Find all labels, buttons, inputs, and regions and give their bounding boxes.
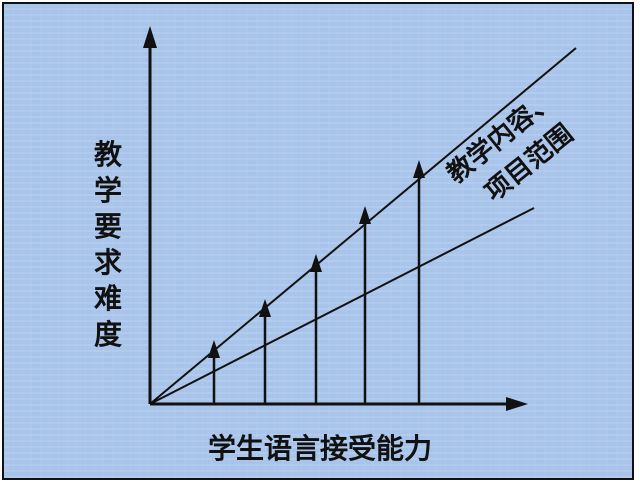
- vertical-arrow-4-head: [359, 206, 371, 224]
- vertical-arrow-2-head: [259, 299, 271, 317]
- upper-line-label-group: 教学内容、 项目范围: [441, 84, 579, 208]
- diagram-frame: 教学内容、 项目范围 教学要求难度 学生语言接受能力: [2, 2, 634, 480]
- y-axis-label-char: 学: [94, 174, 122, 207]
- y-axis-label-char: 求: [94, 246, 122, 279]
- x-axis-label: 学生语言接受能力: [208, 432, 432, 465]
- upper-diagonal-line: [149, 47, 577, 405]
- vertical-arrow-1-head: [208, 340, 220, 358]
- y-axis-label-char: 难: [93, 282, 122, 315]
- vertical-arrows: [208, 160, 425, 404]
- y-axis-label-char: 度: [94, 318, 122, 351]
- y-axis-label-char: 教: [94, 138, 122, 171]
- x-axis-arrowhead: [506, 397, 528, 411]
- vertical-arrow-3-head: [310, 254, 322, 272]
- y-axis-label-char: 要: [94, 210, 122, 243]
- vertical-arrow-5-head: [413, 160, 425, 178]
- y-axis-arrowhead: [143, 26, 157, 48]
- lower-diagonal-line: [149, 207, 535, 405]
